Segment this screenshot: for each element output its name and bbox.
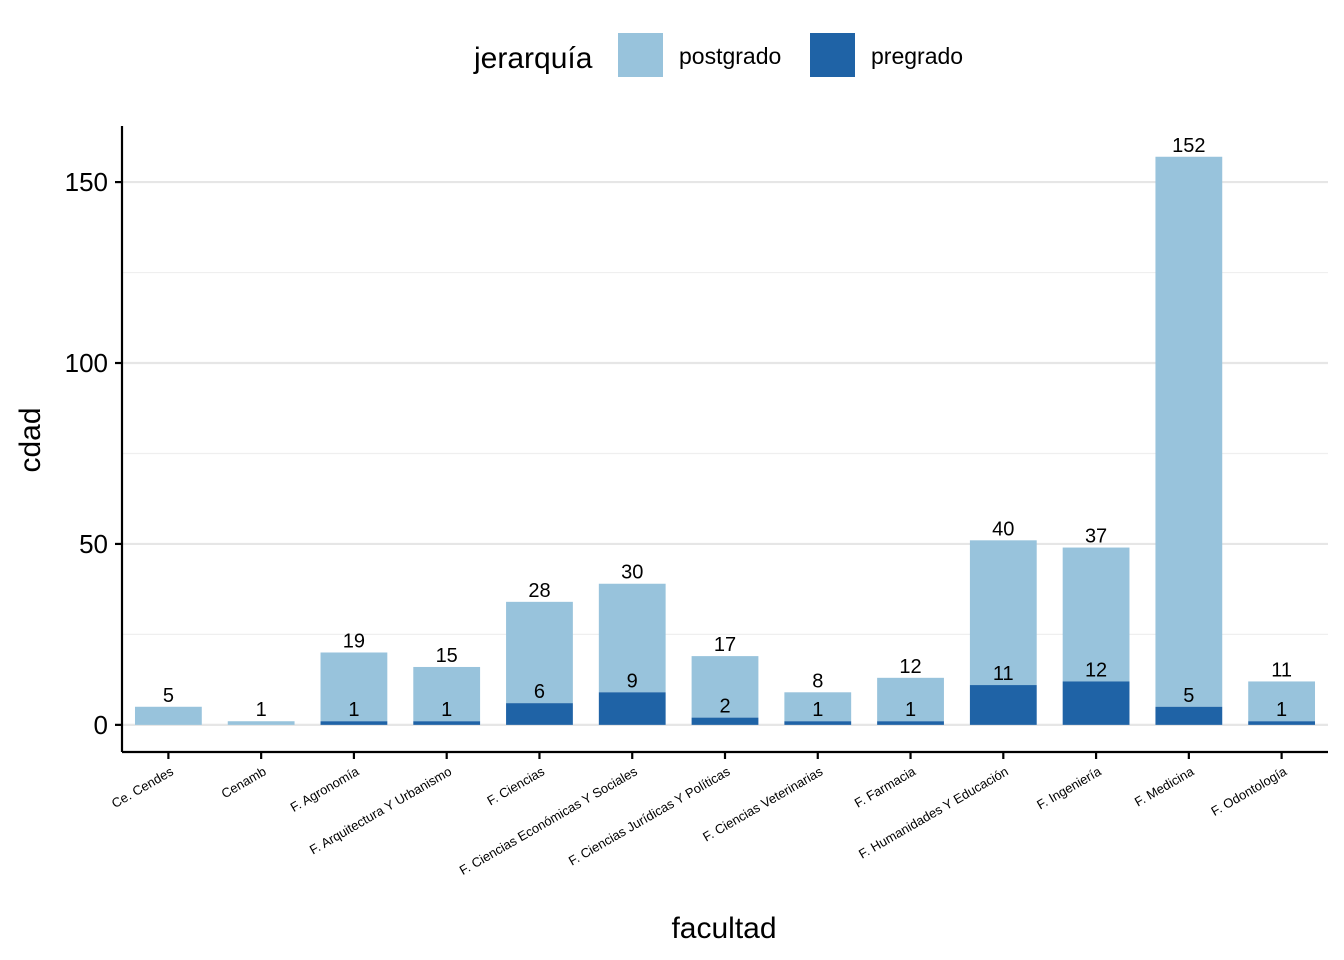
bar-postgrado (598, 583, 666, 693)
legend-item-pregrado: pregrado (810, 33, 963, 77)
bar-label-pregrado: 1 (905, 699, 916, 721)
bar-label-pregrado: 11 (993, 663, 1014, 685)
bar-label-postgrado: 30 (621, 562, 643, 584)
legend-label-postgrado: postgrado (679, 43, 781, 69)
y-tick-label: 100 (65, 348, 108, 378)
legend-title: jerarquía (473, 42, 593, 75)
x-tick-label: F. Ciencias Económicas Y Sociales (457, 763, 640, 878)
bar-label-pregrado: 6 (534, 681, 545, 703)
bar-postgrado (506, 601, 573, 704)
bar-label-postgrado: 19 (343, 630, 365, 652)
bar-pregrado (1062, 681, 1130, 725)
x-tick-label: F. Medicina (1132, 763, 1197, 809)
x-tick-label: Cenamb (219, 764, 269, 802)
bar-label-postgrado: 152 (1172, 135, 1205, 157)
bar-label-postgrado: 28 (528, 580, 550, 602)
bar-pregrado (784, 721, 852, 725)
bar-label-pregrado: 1 (348, 699, 359, 721)
legend-key-postgrado (618, 33, 663, 77)
gridlines (122, 180, 1328, 726)
bar-postgrado (1062, 547, 1130, 682)
x-tick-label: F. Farmacia (852, 763, 919, 810)
bar-pregrado (877, 721, 944, 725)
bar-pregrado (598, 692, 666, 725)
bars (134, 156, 1316, 725)
x-tick-label: F. Ciencias (484, 763, 547, 808)
bar-label-postgrado: 11 (1271, 659, 1292, 681)
bar-label-postgrado: 1 (256, 699, 267, 721)
bar-pregrado (1248, 721, 1316, 725)
bar-pregrado (691, 717, 759, 725)
x-tick-label: F. Agronomía (288, 763, 363, 815)
y-tick-label: 50 (79, 529, 108, 559)
bar-postgrado (320, 652, 388, 722)
bar-postgrado (784, 692, 852, 722)
x-tick-label: F. Odontología (1208, 763, 1289, 819)
x-tick-label: F. Ingeniería (1034, 763, 1104, 812)
bar-pregrado (413, 721, 481, 725)
bar-postgrado (134, 706, 202, 725)
bar-label-pregrado: 5 (1183, 685, 1194, 707)
bar-label-postgrado: 37 (1085, 526, 1107, 548)
legend-item-postgrado: postgrado (618, 33, 781, 77)
bar-label-pregrado: 9 (627, 670, 638, 692)
x-tick-label: F. Ciencias Jurídicas Y Políticas (566, 763, 733, 868)
bar-label-pregrado: 1 (812, 699, 823, 721)
legend-key-pregrado (810, 33, 855, 77)
bar-label-postgrado: 12 (899, 656, 921, 678)
bar-label-postgrado: 40 (992, 518, 1014, 540)
y-tick-label: 150 (65, 167, 108, 197)
bar-label-pregrado: 1 (1276, 699, 1287, 721)
bar-postgrado (413, 666, 481, 722)
x-tick-label: F. Humanidades Y Educación (856, 764, 1011, 862)
y-axis-ticks: 0 50 100 150 (65, 167, 122, 740)
bar-label-postgrado: 8 (812, 670, 823, 692)
x-tick-label: Ce. Cendes (109, 763, 176, 811)
bar-pregrado (320, 721, 388, 725)
bar-pregrado (506, 703, 573, 725)
bar-label-postgrado: 15 (436, 645, 458, 667)
legend-label-pregrado: pregrado (871, 43, 963, 69)
bar-postgrado (877, 677, 944, 722)
x-axis-title: facultad (671, 912, 776, 945)
bar-label-postgrado: 17 (714, 634, 736, 656)
bar-label-pregrado: 1 (441, 699, 452, 721)
bar-postgrado (691, 656, 759, 718)
bar-postgrado (1155, 156, 1223, 707)
bar-pregrado (1155, 706, 1223, 725)
bar-label-postgrado: 5 (163, 685, 174, 707)
y-tick-label: 0 (94, 710, 108, 740)
bar-label-pregrado: 12 (1085, 659, 1107, 681)
bar-pregrado (969, 685, 1037, 725)
legend: jerarquía postgrado pregrado (473, 33, 963, 77)
y-axis-title: cdad (14, 407, 47, 472)
bar-label-pregrado: 2 (719, 696, 730, 718)
bar-postgrado (1248, 681, 1316, 722)
bar-postgrado (227, 721, 295, 725)
bar-postgrado (969, 540, 1037, 686)
